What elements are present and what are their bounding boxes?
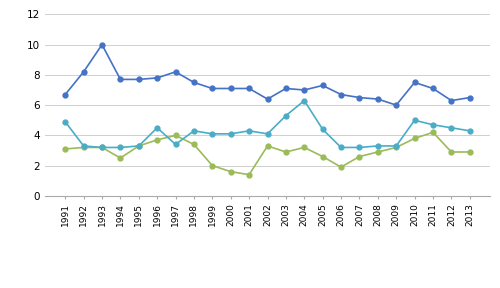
Honduras — [172, 143, 178, 146]
El Salvador — [338, 93, 344, 96]
Honduras — [246, 129, 252, 132]
Guatemala — [191, 143, 197, 146]
Guatemala — [228, 170, 234, 173]
El Salvador — [210, 87, 216, 90]
Guatemala — [264, 144, 270, 148]
El Salvador — [172, 70, 178, 74]
Guatemala — [154, 138, 160, 142]
Guatemala — [172, 134, 178, 137]
El Salvador — [412, 81, 418, 84]
Guatemala — [136, 144, 142, 148]
El Salvador — [283, 87, 289, 90]
Honduras — [283, 114, 289, 118]
Guatemala — [62, 147, 68, 151]
Honduras — [430, 123, 436, 126]
El Salvador — [62, 93, 68, 96]
Honduras — [228, 132, 234, 136]
Guatemala — [467, 150, 473, 154]
Honduras — [393, 144, 399, 148]
Honduras — [118, 146, 124, 149]
Honduras — [302, 99, 308, 102]
Honduras — [136, 144, 142, 148]
El Salvador — [320, 84, 326, 87]
Guatemala — [393, 146, 399, 149]
Honduras — [412, 119, 418, 122]
El Salvador — [80, 70, 86, 74]
Honduras — [467, 129, 473, 132]
Line: Guatemala: Guatemala — [63, 130, 472, 177]
Guatemala — [302, 146, 308, 149]
Guatemala — [99, 146, 105, 149]
El Salvador — [264, 97, 270, 101]
Guatemala — [283, 150, 289, 154]
Guatemala — [430, 131, 436, 134]
El Salvador — [467, 96, 473, 99]
El Salvador — [356, 96, 362, 99]
Line: Honduras: Honduras — [63, 98, 472, 150]
El Salvador — [302, 88, 308, 92]
Honduras — [448, 126, 454, 130]
Guatemala — [375, 150, 381, 154]
Honduras — [80, 144, 86, 148]
El Salvador — [448, 99, 454, 102]
Honduras — [264, 132, 270, 136]
El Salvador — [154, 76, 160, 80]
Line: El Salvador: El Salvador — [63, 42, 472, 107]
Honduras — [62, 120, 68, 124]
El Salvador — [430, 87, 436, 90]
El Salvador — [118, 78, 124, 81]
El Salvador — [375, 97, 381, 101]
El Salvador — [246, 87, 252, 90]
Honduras — [338, 146, 344, 149]
Guatemala — [356, 155, 362, 158]
Honduras — [154, 126, 160, 130]
Guatemala — [118, 156, 124, 160]
Guatemala — [448, 150, 454, 154]
Honduras — [320, 128, 326, 131]
El Salvador — [99, 43, 105, 46]
Guatemala — [246, 173, 252, 176]
Honduras — [356, 146, 362, 149]
Guatemala — [80, 146, 86, 149]
Honduras — [210, 132, 216, 136]
Honduras — [191, 129, 197, 132]
El Salvador — [228, 87, 234, 90]
Honduras — [99, 146, 105, 149]
El Salvador — [136, 78, 142, 81]
Guatemala — [412, 137, 418, 140]
Guatemala — [210, 164, 216, 167]
Guatemala — [320, 155, 326, 158]
Guatemala — [338, 165, 344, 169]
Honduras — [375, 144, 381, 148]
El Salvador — [393, 103, 399, 107]
El Salvador — [191, 81, 197, 84]
